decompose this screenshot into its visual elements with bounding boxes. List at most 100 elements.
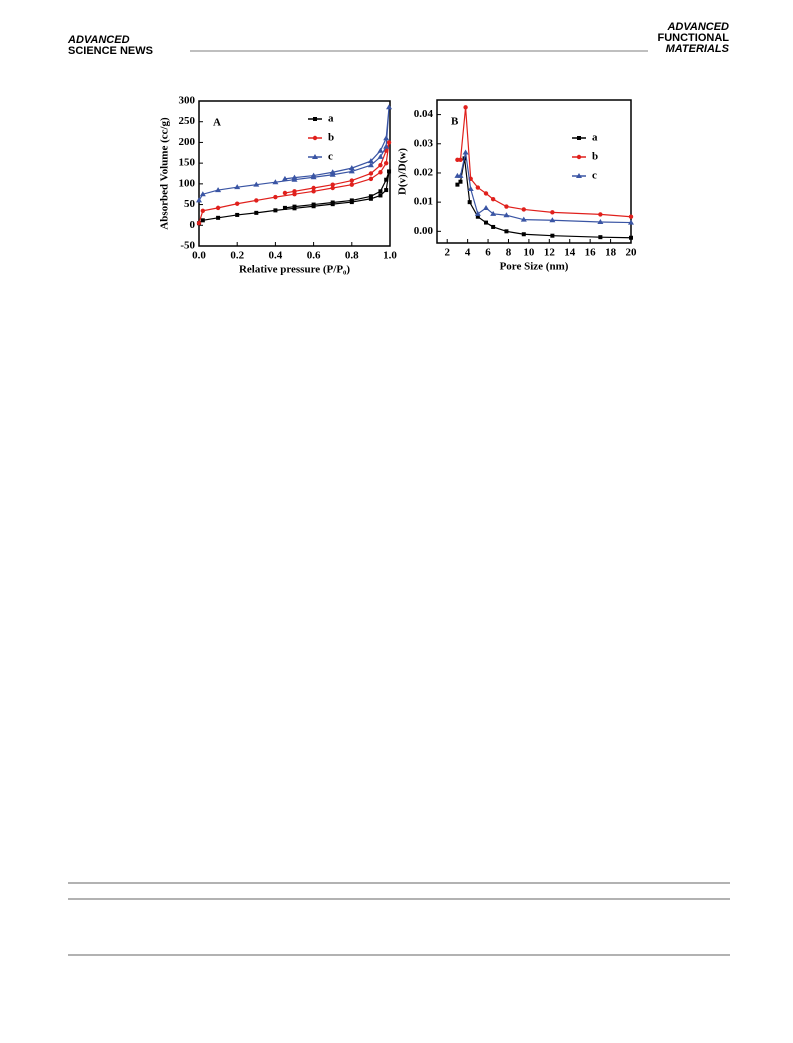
y-tick-label: 0.04 (414, 108, 434, 120)
x-tick-label: 6 (485, 247, 491, 259)
series-line (198, 107, 390, 201)
plot-frame (436, 99, 632, 244)
marker (503, 212, 510, 218)
legend-marker (312, 154, 318, 159)
marker (483, 191, 489, 196)
marker (383, 135, 390, 141)
marker (368, 171, 374, 176)
marker (196, 221, 202, 226)
x-tick-label: 8 (506, 247, 512, 259)
marker (387, 169, 392, 174)
y-tick-label: 150 (179, 157, 196, 169)
marker (368, 194, 373, 199)
marker (550, 233, 555, 238)
panel-label: B (451, 116, 459, 128)
marker (216, 215, 221, 220)
marker (462, 149, 469, 155)
marker (384, 188, 389, 193)
y-tick-label: 300 (179, 95, 196, 107)
marker (196, 197, 202, 203)
marker (215, 187, 222, 193)
marker (550, 210, 555, 215)
series-line (457, 152, 632, 224)
marker (458, 157, 463, 163)
x-axis-label: Relative pressure (P/P₀) (239, 264, 350, 276)
marker (629, 235, 633, 240)
plot-frame (198, 100, 391, 247)
marker (490, 210, 497, 216)
marker (329, 169, 336, 175)
y-tick-label: 100 (179, 177, 196, 189)
marker (463, 105, 468, 110)
y-tick-label: 0.01 (414, 196, 433, 208)
marker (378, 189, 383, 194)
marker (368, 196, 373, 201)
marker (521, 207, 526, 212)
marker (281, 175, 288, 181)
marker (384, 177, 389, 182)
marker (311, 202, 316, 207)
marker (253, 181, 260, 187)
legend-label: a (328, 113, 334, 125)
legend-label: b (592, 151, 598, 163)
legend-label: c (328, 151, 333, 163)
y-tick-label: 250 (179, 115, 196, 127)
marker (628, 214, 634, 219)
marker (348, 168, 355, 174)
marker (467, 186, 474, 192)
marker (273, 208, 278, 213)
marker (386, 104, 393, 110)
x-tick-label: 0.4 (269, 250, 283, 262)
series-line (198, 171, 390, 224)
marker (330, 185, 335, 191)
series-line (198, 142, 390, 224)
marker (377, 147, 384, 153)
marker (349, 178, 354, 183)
x-axis-label: Pore Size (nm) (500, 261, 569, 273)
marker (254, 210, 259, 215)
marker (234, 184, 241, 190)
marker (475, 185, 481, 190)
marker (378, 193, 383, 198)
marker (349, 182, 354, 187)
journal-line: FUNCTIONAL (658, 32, 730, 44)
marker (549, 217, 556, 223)
y-tick-label: 0 (190, 219, 196, 231)
marker (521, 232, 526, 237)
marker (483, 204, 490, 210)
marker (597, 218, 604, 224)
series-line (457, 107, 632, 218)
marker (235, 212, 240, 217)
legend-label: b (328, 132, 334, 144)
marker (254, 198, 259, 203)
journal-line: MATERIALS (666, 43, 730, 55)
marker (349, 198, 354, 203)
marker (367, 162, 374, 168)
panel-label: A (213, 117, 221, 129)
marker (368, 176, 374, 182)
marker (383, 143, 390, 149)
marker (383, 160, 389, 166)
marker (491, 224, 496, 229)
x-tick-label: 0.8 (345, 250, 359, 262)
marker (520, 216, 527, 222)
y-axis-label: Absorbed Volume (cc/g) (159, 117, 171, 230)
y-tick-label: 0.02 (414, 166, 434, 178)
marker (598, 212, 603, 217)
brand-top: ADVANCED (67, 34, 130, 46)
marker (484, 220, 489, 225)
marker (490, 197, 496, 202)
brand-bottom: SCIENCE NEWS (68, 45, 153, 57)
marker (330, 200, 335, 205)
x-tick-label: 14 (564, 247, 576, 259)
x-tick-label: 10 (523, 247, 535, 259)
table-rules (68, 882, 730, 956)
y-tick-label: -50 (180, 240, 195, 252)
marker (311, 185, 316, 191)
y-tick-label: 0.00 (414, 225, 434, 237)
x-tick-label: 2 (444, 247, 450, 259)
marker (474, 210, 481, 216)
journal-line: ADVANCED (666, 21, 729, 33)
marker (200, 208, 206, 213)
